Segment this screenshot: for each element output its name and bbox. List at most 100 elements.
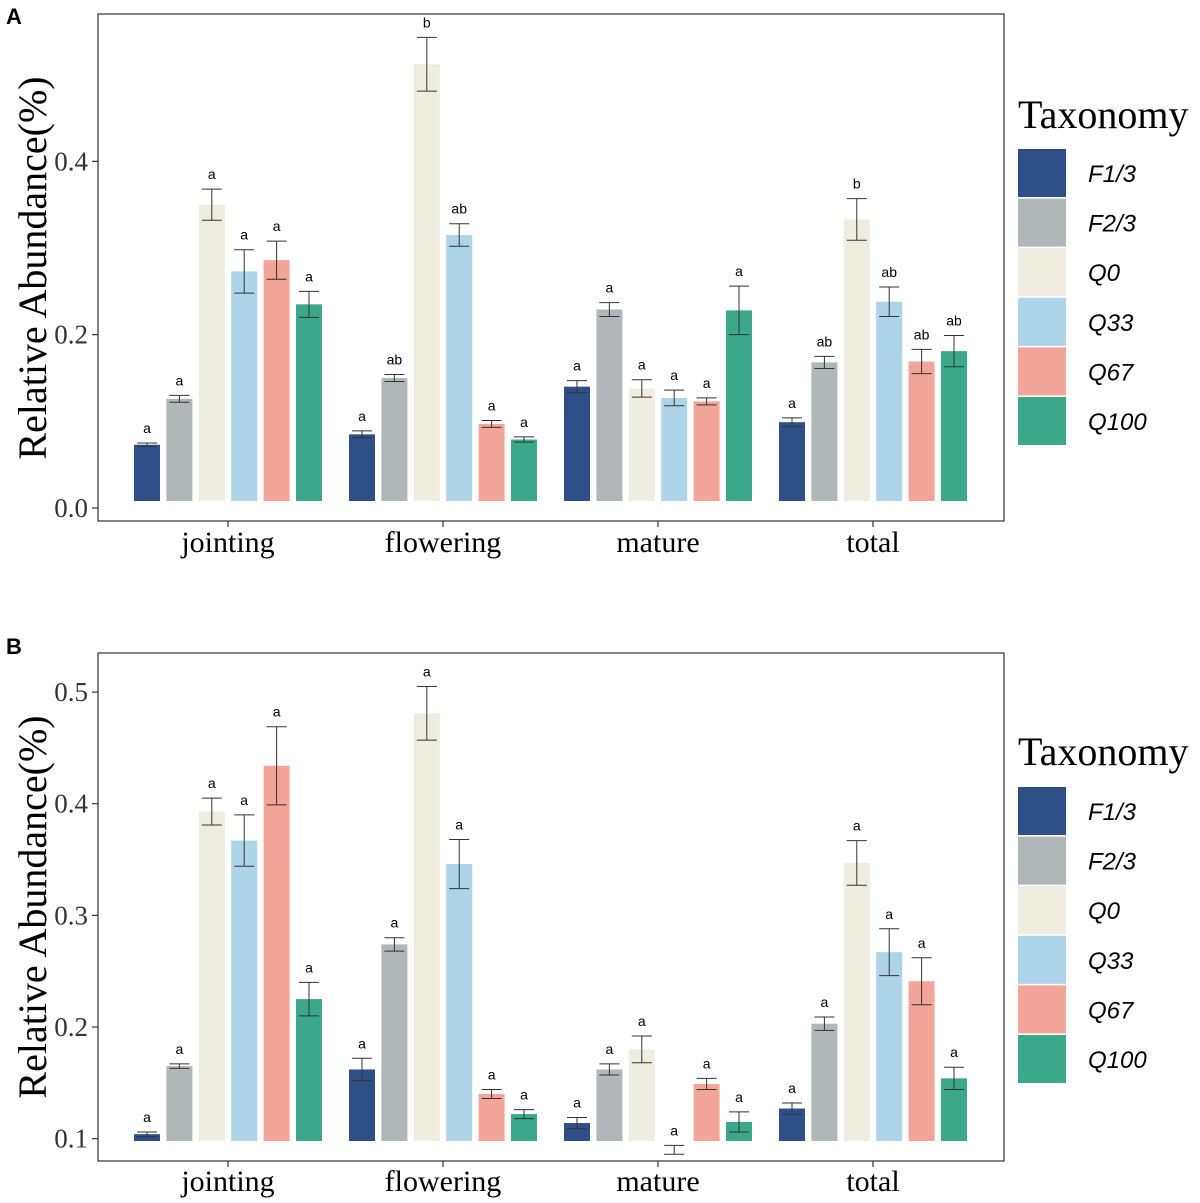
legend-label: F1/3 <box>1088 161 1137 188</box>
legend-label: F2/3 <box>1088 849 1137 876</box>
bar <box>263 765 290 1141</box>
bar <box>381 378 408 501</box>
significance-label: a <box>208 166 216 182</box>
significance-label: a <box>670 1122 678 1138</box>
bar <box>876 952 903 1141</box>
significance-label: a <box>638 1013 646 1029</box>
significance-label: a <box>606 1041 614 1057</box>
bar <box>296 999 322 1141</box>
legend-swatch <box>1018 248 1066 297</box>
bar <box>296 304 322 501</box>
significance-label: a <box>853 818 861 834</box>
significance-label: a <box>273 704 281 720</box>
x-tick-label: total <box>846 526 899 559</box>
bar <box>693 401 720 501</box>
significance-label: ab <box>817 333 833 349</box>
legend-title: Taxonomy <box>1018 729 1189 774</box>
legend: Taxonomy F1/3 F2/3 Q0 Q33 Q67 Q100 <box>1018 729 1189 1083</box>
y-tick-label: 0.0 <box>54 493 88 523</box>
y-tick-label: 0.3 <box>54 900 88 930</box>
significance-label: a <box>305 268 313 284</box>
significance-label: ab <box>451 201 467 217</box>
significance-label: a <box>670 367 678 383</box>
legend-label: Q33 <box>1088 310 1134 337</box>
legend-swatch <box>1018 787 1066 835</box>
significance-label: a <box>573 358 581 374</box>
y-tick-label: 0.4 <box>54 146 88 176</box>
legend: Taxonomy F1/3 F2/3 Q0 Q33 Q67 Q100 <box>1018 92 1189 445</box>
bar <box>134 1134 160 1141</box>
x-tick-label: flowering <box>385 526 502 559</box>
significance-label: b <box>423 14 431 30</box>
bar <box>134 444 160 501</box>
plot-frame <box>97 13 1005 522</box>
x-tick-label: total <box>846 1165 899 1198</box>
significance-label: ab <box>881 264 897 280</box>
bar <box>908 981 935 1141</box>
significance-label: a <box>488 1067 496 1083</box>
significance-label: a <box>176 1041 184 1057</box>
bar <box>811 362 838 501</box>
legend-label: Q0 <box>1088 898 1121 925</box>
chart-marks: 0.1 0.2 0.3 0.4 0.5 jointing flowering mature to… <box>54 663 967 1198</box>
legend-label: Q0 <box>1088 260 1121 287</box>
bar <box>381 944 408 1141</box>
bar <box>941 351 967 501</box>
bar <box>446 864 473 1141</box>
significance-label: a <box>391 915 399 931</box>
significance-label: a <box>885 906 893 922</box>
significance-label: ab <box>914 326 930 342</box>
legend-label: Q33 <box>1088 948 1134 975</box>
significance-label: a <box>573 1094 581 1110</box>
significance-label: ab <box>946 313 962 329</box>
bar <box>843 862 870 1141</box>
bar <box>726 310 752 501</box>
bar <box>564 1123 590 1141</box>
significance-label: a <box>358 1035 366 1051</box>
bar <box>628 388 655 501</box>
legend-swatch <box>1018 935 1066 984</box>
bar <box>779 422 805 501</box>
significance-label: a <box>520 1087 528 1103</box>
bar <box>876 301 903 501</box>
bar <box>349 1069 375 1141</box>
bar <box>446 235 473 501</box>
y-axis-title: Relative Abundance(%) <box>10 76 55 459</box>
bar <box>231 840 258 1141</box>
bar <box>628 1049 655 1141</box>
legend-label: Q100 <box>1088 409 1147 436</box>
bar <box>908 361 935 501</box>
bar <box>349 434 375 501</box>
legend-swatch <box>1018 149 1066 197</box>
panel-letter: A <box>6 4 22 29</box>
bar <box>198 811 225 1141</box>
bar <box>166 1066 193 1141</box>
legend-swatch <box>1018 347 1066 396</box>
legend-swatch <box>1018 397 1066 445</box>
significance-label: a <box>208 775 216 791</box>
significance-label: a <box>788 1080 796 1096</box>
bar <box>693 1083 720 1141</box>
bar <box>596 1069 623 1141</box>
significance-label: a <box>240 227 248 243</box>
y-axis-title: Relative Abundance(%) <box>10 715 55 1098</box>
significance-label: a <box>606 280 614 296</box>
legend-swatch <box>1018 886 1066 935</box>
significance-label: a <box>735 263 743 279</box>
bar <box>166 398 193 501</box>
bar <box>596 309 623 501</box>
chart-marks: 0.0 0.2 0.4 jointing flowering mature total a a a… <box>54 14 967 559</box>
bar <box>478 1094 505 1141</box>
bar <box>413 713 440 1141</box>
y-tick-label: 0.2 <box>54 320 88 350</box>
significance-label: a <box>735 1089 743 1105</box>
significance-label: a <box>638 357 646 373</box>
significance-label: ab <box>387 352 403 368</box>
bar <box>661 397 688 501</box>
legend-swatch <box>1018 836 1066 885</box>
legend-label: Q67 <box>1088 997 1135 1024</box>
x-tick-label: mature <box>616 526 699 559</box>
x-tick-label: mature <box>616 1165 699 1198</box>
bar <box>413 64 440 502</box>
